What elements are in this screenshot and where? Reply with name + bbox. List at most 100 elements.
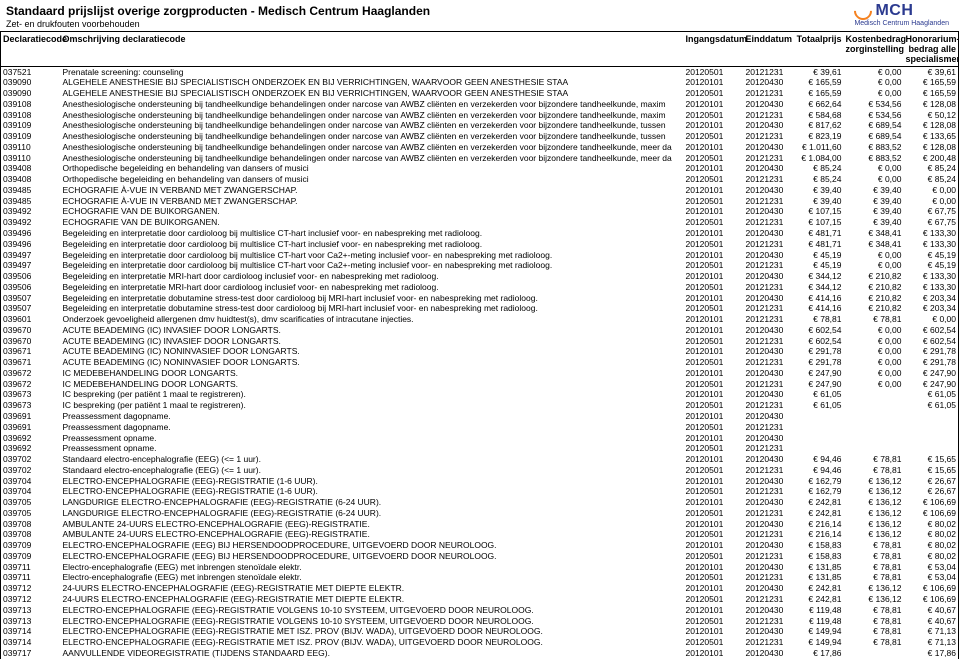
cell-zorg: € 136,12 (844, 508, 904, 519)
cell-desc: IC MEDEBEHANDELING DOOR LONGARTS. (61, 379, 684, 390)
cell-code: 039714 (1, 638, 61, 649)
cell-zorg: € 136,12 (844, 530, 904, 541)
table-row: 039109Anesthesiologische ondersteuning b… (1, 132, 959, 143)
cell-code: 039713 (1, 605, 61, 616)
cell-total: € 165,59 (794, 78, 844, 89)
table-row: 039672IC MEDEBEHANDELING DOOR LONGARTS.2… (1, 379, 959, 390)
cell-desc: ECHOGRAFIE VAN DE BUIKORGANEN. (61, 207, 684, 218)
cell-hon: € 165,59 (904, 78, 959, 89)
cell-end: 20121231 (744, 573, 794, 584)
cell-total: € 414,16 (794, 304, 844, 315)
cell-zorg: € 689,54 (844, 132, 904, 143)
table-row: 039507Begeleiding en interpretatie dobut… (1, 293, 959, 304)
page-title: Standaard prijslijst overige zorgproduct… (6, 4, 953, 18)
table-row: 039673IC bespreking (per patiënt 1 maal … (1, 390, 959, 401)
cell-start: 20120101 (684, 228, 744, 239)
cell-total: € 291,78 (794, 358, 844, 369)
cell-start: 20120101 (684, 562, 744, 573)
table-row: 03971224-UURS ELECTRO-ENCEPHALOGRAFIE (E… (1, 584, 959, 595)
cell-zorg: € 534,56 (844, 99, 904, 110)
cell-code: 039496 (1, 228, 61, 239)
table-row: 039670ACUTE BEADEMING (IC) INVASIEF DOOR… (1, 336, 959, 347)
cell-desc: ELECTRO-ENCEPHALOGRAFIE (EEG)-REGISTRATI… (61, 487, 684, 498)
cell-code: 039109 (1, 121, 61, 132)
cell-hon: € 61,05 (904, 401, 959, 412)
cell-code: 039702 (1, 465, 61, 476)
table-row: 039110Anesthesiologische ondersteuning b… (1, 153, 959, 164)
cell-zorg (844, 422, 904, 433)
cell-total: € 602,54 (794, 325, 844, 336)
cell-total: € 165,59 (794, 89, 844, 100)
cell-end: 20121231 (744, 218, 794, 229)
cell-desc: Preassessment opname. (61, 433, 684, 444)
cell-start: 20120101 (684, 541, 744, 552)
cell-hon: € 61,05 (904, 390, 959, 401)
cell-start: 20120101 (684, 325, 744, 336)
cell-code: 039108 (1, 99, 61, 110)
cell-zorg: € 0,00 (844, 164, 904, 175)
cell-zorg: € 0,00 (844, 261, 904, 272)
cell-end: 20120430 (744, 476, 794, 487)
cell-hon: € 50,12 (904, 110, 959, 121)
cell-desc: Begeleiding en interpretatie MRI-hart do… (61, 272, 684, 283)
cell-code: 039408 (1, 164, 61, 175)
cell-end: 20121231 (744, 282, 794, 293)
cell-total: € 662,64 (794, 99, 844, 110)
cell-hon: € 67,75 (904, 207, 959, 218)
table-row: 039497Begeleiding en interpretatie door … (1, 261, 959, 272)
table-row: 039672IC MEDEBEHANDELING DOOR LONGARTS.2… (1, 368, 959, 379)
table-row: 039711Electro-encephalografie (EEG) met … (1, 573, 959, 584)
cell-desc: ALGEHELE ANESTHESIE BIJ SPECIALISTISCH O… (61, 78, 684, 89)
cell-start: 20120101 (684, 185, 744, 196)
cell-start: 20120501 (684, 401, 744, 412)
cell-code: 037521 (1, 67, 61, 78)
cell-end: 20121231 (744, 196, 794, 207)
cell-desc: ELECTRO-ENCEPHALOGRAFIE (EEG)-REGISTRATI… (61, 605, 684, 616)
cell-hon: € 80,02 (904, 530, 959, 541)
cell-hon: € 80,02 (904, 519, 959, 530)
cell-desc: ACUTE BEADEMING (IC) NONINVASIEF DOOR LO… (61, 358, 684, 369)
cell-total: € 602,54 (794, 336, 844, 347)
cell-start: 20120501 (684, 465, 744, 476)
cell-zorg: € 0,00 (844, 78, 904, 89)
cell-hon: € 128,08 (904, 99, 959, 110)
cell-start: 20120501 (684, 422, 744, 433)
cell-desc: ELECTRO-ENCEPHALOGRAFIE (EEG)-REGISTRATI… (61, 476, 684, 487)
table-body: 037521Prenatale screening: counseling201… (1, 67, 959, 659)
cell-end: 20121231 (744, 153, 794, 164)
cell-start: 20120501 (684, 508, 744, 519)
cell-total: € 216,14 (794, 530, 844, 541)
cell-end: 20120430 (744, 185, 794, 196)
cell-desc: ELECTRO-ENCEPHALOGRAFIE (EEG) BIJ HERSEN… (61, 551, 684, 562)
cell-total (794, 433, 844, 444)
cell-zorg: € 136,12 (844, 487, 904, 498)
cell-start: 20120501 (684, 358, 744, 369)
table-row: 039692Preassessment opname.2012010120120… (1, 433, 959, 444)
cell-desc: ELECTRO-ENCEPHALOGRAFIE (EEG) BIJ HERSEN… (61, 541, 684, 552)
cell-zorg: € 0,00 (844, 347, 904, 358)
cell-total: € 39,40 (794, 196, 844, 207)
cell-zorg: € 78,81 (844, 605, 904, 616)
cell-hon: € 200,48 (904, 153, 959, 164)
cell-total: € 107,15 (794, 207, 844, 218)
table-row: 039492ECHOGRAFIE VAN DE BUIKORGANEN.2012… (1, 207, 959, 218)
cell-hon: € 203,34 (904, 304, 959, 315)
cell-start: 20120501 (684, 551, 744, 562)
cell-total: € 131,85 (794, 562, 844, 573)
cell-end: 20121231 (744, 616, 794, 627)
cell-end: 20121231 (744, 239, 794, 250)
table-row: 039713ELECTRO-ENCEPHALOGRAFIE (EEG)-REGI… (1, 616, 959, 627)
cell-hon: € 106,69 (904, 508, 959, 519)
cell-start: 20120501 (684, 282, 744, 293)
table-row: 039110Anesthesiologische ondersteuning b… (1, 142, 959, 153)
cell-zorg (844, 412, 904, 423)
cell-zorg: € 210,82 (844, 293, 904, 304)
cell-zorg: € 78,81 (844, 638, 904, 649)
cell-end: 20121231 (744, 595, 794, 606)
cell-desc: Onderzoek gevoeligheid allergenen dmv hu… (61, 315, 684, 326)
cell-desc: Begeleiding en interpretatie door cardio… (61, 250, 684, 261)
cell-total: € 61,05 (794, 390, 844, 401)
cell-desc: Anesthesiologische ondersteuning bij tan… (61, 110, 684, 121)
cell-code: 039673 (1, 401, 61, 412)
cell-desc: Orthopedische begeleiding en behandeling… (61, 175, 684, 186)
